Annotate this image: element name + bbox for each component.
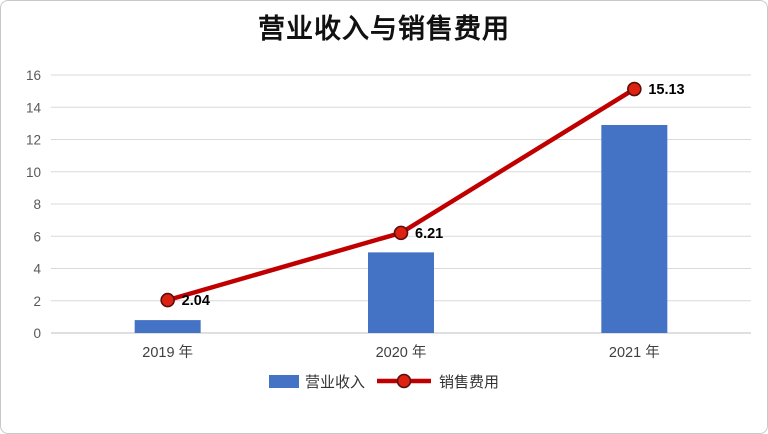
bar-2021 年[interactable] (601, 124, 668, 333)
y-tick-label: 2 (33, 294, 41, 309)
data-label: 15.13 (648, 82, 684, 98)
y-tick-label: 6 (33, 229, 41, 244)
y-tick-label: 10 (26, 165, 41, 180)
x-category-label: 2019 年 (142, 344, 193, 361)
y-tick-label: 4 (33, 261, 41, 276)
line-marker-2020 年[interactable] (393, 225, 409, 240)
line-marker-2019 年[interactable] (160, 292, 175, 308)
y-tick-label: 8 (33, 197, 41, 212)
chart-title: 营业收入与销售费用 (258, 14, 510, 44)
data-label: 2.04 (182, 293, 210, 309)
line-marker-2021 年[interactable] (627, 81, 642, 97)
y-tick-label: 14 (26, 100, 42, 115)
legend-item-revenue[interactable]: 营业收入 (268, 371, 365, 392)
legend-item-expense[interactable]: 销售费用 (375, 371, 499, 392)
x-category-label: 2020 年 (376, 344, 427, 361)
y-tick-label: 0 (33, 326, 41, 341)
data-label: 6.21 (415, 226, 443, 242)
legend-label-revenue: 营业收入 (304, 373, 365, 391)
bar-series-swatch-icon (268, 374, 299, 388)
combo-chart-plot: 0 2 4 6 8 10 12 14 16 2019 年 2020 年 2021 年 2.04 6.21 1… (26, 68, 751, 361)
chart-legend: 营业收入 销售费用 (1, 371, 767, 392)
bar-2019 年[interactable] (134, 319, 201, 333)
y-tick-label: 16 (26, 68, 41, 83)
bar-2020 年[interactable] (368, 252, 434, 333)
line-series-swatch-icon (377, 373, 431, 389)
legend-label-expense: 销售费用 (439, 373, 500, 391)
y-tick-label: 12 (26, 132, 41, 147)
x-category-label: 2021 年 (609, 344, 660, 361)
